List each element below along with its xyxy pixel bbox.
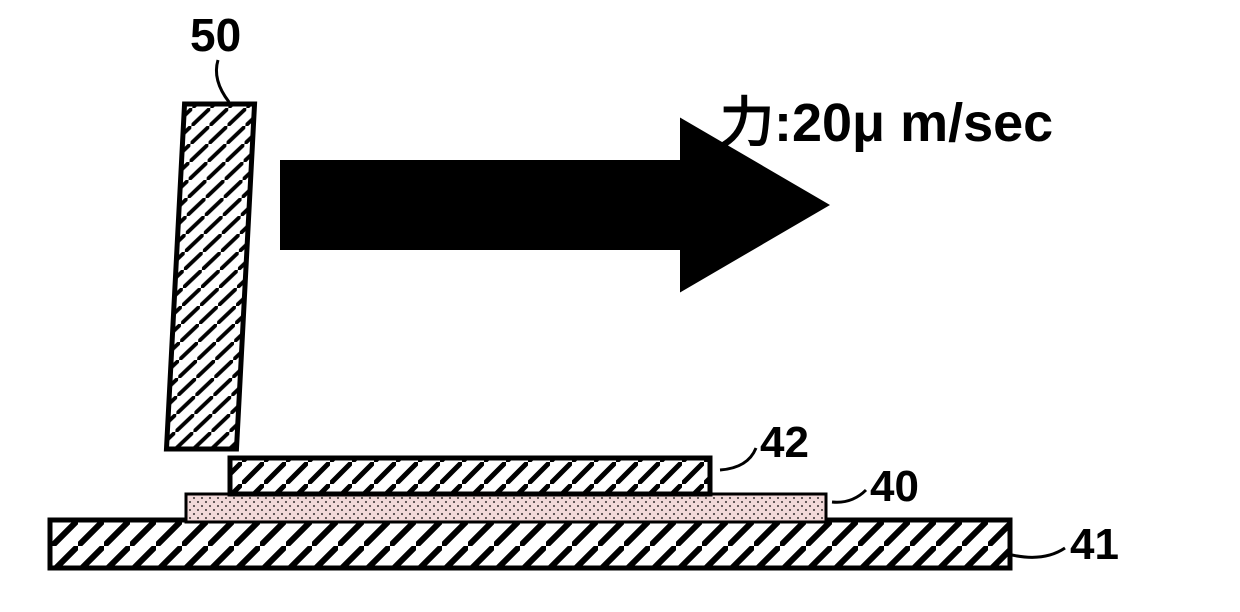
leader-50 [216, 60, 229, 102]
layer-42 [230, 458, 710, 494]
layer-40 [186, 494, 826, 522]
leader-41 [1012, 548, 1065, 557]
layer-41 [50, 520, 1010, 568]
tool-50 [166, 104, 254, 449]
diagram-svg [0, 0, 1240, 612]
direction-arrow-icon [280, 118, 830, 293]
diagram-canvas: 力:20μ m/sec 50 42 40 41 [0, 0, 1240, 612]
leader-42 [720, 448, 756, 470]
leader-40 [832, 490, 866, 502]
